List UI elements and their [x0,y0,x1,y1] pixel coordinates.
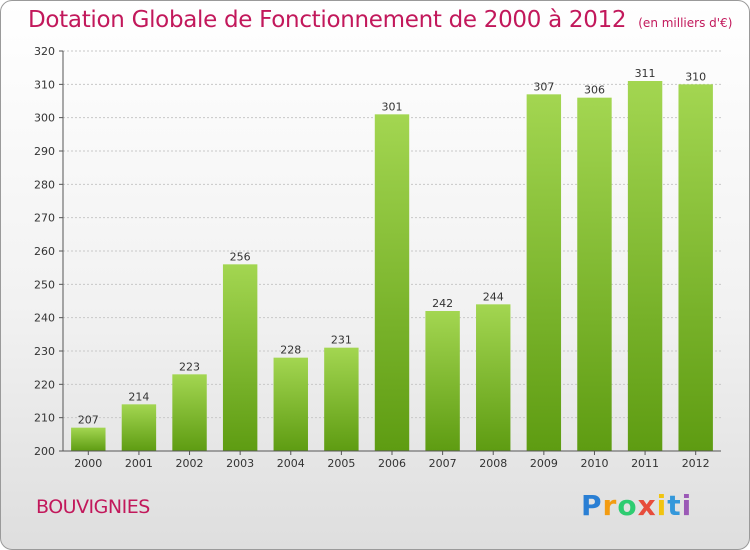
bar-2000 [71,427,106,451]
y-tick-label: 300 [34,112,55,125]
y-tick-label: 280 [34,178,55,191]
x-tick-label: 2004 [277,457,305,470]
logo-letter: P [581,489,603,522]
bar-value-label: 231 [331,334,352,347]
logo-letter: i [681,489,693,522]
logo-letter: o [617,489,638,522]
x-tick-label: 2006 [378,457,406,470]
x-tick-label: 2011 [631,457,659,470]
x-tick-label: 2007 [429,457,457,470]
bar-2010 [577,97,612,452]
bar-2003 [222,264,258,451]
x-tick-label: 2003 [226,457,254,470]
logo-letter: i [656,489,668,522]
bar-value-label: 301 [382,100,403,113]
chart-subtitle: (en milliers d'€) [638,16,733,30]
y-tick-label: 310 [34,78,55,91]
bars: 207 214 223 256 228 231 301 242 244 307 306 311 310 [71,67,713,452]
bar-2006 [374,114,410,451]
x-tick-label: 2002 [176,457,204,470]
bar-2008 [476,304,511,451]
y-tick-label: 290 [34,145,55,158]
bar-2007 [425,311,460,451]
bar-2002 [172,374,207,451]
y-tick-label: 210 [34,412,55,425]
bar-2012 [678,84,713,451]
bar-value-label: 242 [432,297,453,310]
bar-value-label: 310 [685,70,706,83]
bar-value-label: 306 [584,84,605,97]
bar-value-label: 244 [483,290,504,303]
bar-2009 [526,94,562,451]
bar-value-label: 207 [78,414,99,427]
x-tick-label: 2005 [327,457,355,470]
bar-value-label: 256 [230,250,251,263]
x-tick-label: 2010 [580,457,608,470]
bar-2001 [121,404,157,451]
bar-value-label: 307 [533,80,554,93]
logo-letter: x [637,489,657,522]
y-tick-label: 250 [34,278,55,291]
y-tick-label: 270 [34,212,55,225]
x-tick-label: 2009 [530,457,558,470]
y-tick-label: 260 [34,245,55,258]
proxiti-logo: Proxiti [581,489,692,522]
y-tick-label: 200 [34,445,55,458]
x-tick-label: 2001 [125,457,153,470]
chart-title-text: Dotation Globale de Fonctionnement de 20… [28,7,627,33]
x-tick-label: 2000 [74,457,102,470]
x-axis: 2000 2001 2002 2003 2004 2005 2006 2007 2008 2009… [63,450,721,470]
y-tick-label: 240 [34,312,55,325]
bar-value-label: 311 [635,67,656,80]
bar-value-label: 223 [179,360,200,373]
y-tick-label: 220 [34,378,55,391]
y-tick-label: 320 [34,45,55,58]
bar-2005 [324,347,359,451]
y-axis: 200 210 220 230 240 250 260 270 280 290 300 310 320 [34,45,64,458]
chart-title: Dotation Globale de Fonctionnement de 20… [28,7,732,33]
commune-name: BOUVIGNIES [36,496,150,518]
x-tick-label: 2012 [682,457,710,470]
bar-value-label: 228 [280,344,301,357]
logo-letter: t [667,489,682,522]
bar-value-label: 214 [128,390,149,403]
bar-2011 [627,81,663,451]
logo-letter: r [602,489,618,522]
y-tick-label: 230 [34,345,55,358]
bar-2004 [273,357,308,451]
x-tick-label: 2008 [479,457,507,470]
